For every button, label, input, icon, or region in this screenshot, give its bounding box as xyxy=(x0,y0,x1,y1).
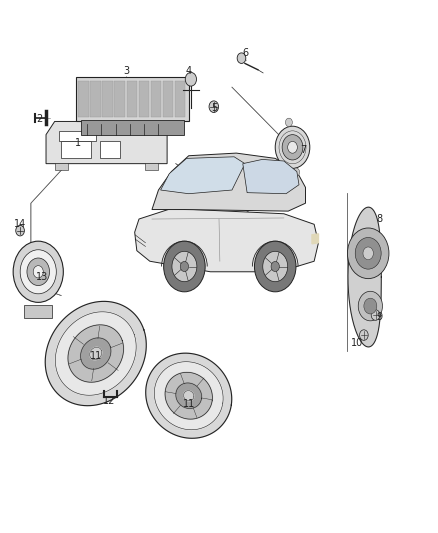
Circle shape xyxy=(360,330,368,341)
Bar xyxy=(127,81,137,117)
Circle shape xyxy=(347,228,389,279)
Bar xyxy=(162,81,173,117)
Circle shape xyxy=(33,265,43,278)
Polygon shape xyxy=(134,208,318,272)
Circle shape xyxy=(20,250,57,294)
Circle shape xyxy=(371,310,380,320)
Polygon shape xyxy=(312,234,318,244)
Bar xyxy=(175,81,185,117)
Circle shape xyxy=(237,53,246,63)
Bar xyxy=(59,131,96,141)
Polygon shape xyxy=(55,312,136,395)
Text: 11: 11 xyxy=(183,399,195,409)
Polygon shape xyxy=(68,325,124,382)
Text: 6: 6 xyxy=(242,48,248,58)
Text: 9: 9 xyxy=(376,312,382,321)
Circle shape xyxy=(293,168,300,176)
Bar xyxy=(114,81,125,117)
Circle shape xyxy=(358,292,382,321)
Circle shape xyxy=(164,241,205,292)
Polygon shape xyxy=(45,301,146,406)
Polygon shape xyxy=(165,373,212,419)
Polygon shape xyxy=(161,157,245,193)
Bar xyxy=(138,81,149,117)
Circle shape xyxy=(185,72,197,86)
Circle shape xyxy=(286,118,293,126)
Polygon shape xyxy=(152,153,305,211)
Circle shape xyxy=(209,101,219,112)
Bar xyxy=(151,81,161,117)
Circle shape xyxy=(263,252,288,281)
Circle shape xyxy=(271,262,279,271)
Polygon shape xyxy=(176,383,201,408)
Circle shape xyxy=(13,241,64,302)
Polygon shape xyxy=(46,122,167,164)
Polygon shape xyxy=(348,207,381,347)
Circle shape xyxy=(355,238,381,269)
Bar xyxy=(25,305,52,318)
Circle shape xyxy=(254,241,296,292)
Polygon shape xyxy=(184,391,194,401)
Circle shape xyxy=(275,126,310,168)
Polygon shape xyxy=(154,362,223,430)
Circle shape xyxy=(16,225,25,236)
Circle shape xyxy=(172,252,197,281)
Text: 14: 14 xyxy=(14,219,26,229)
Text: 12: 12 xyxy=(102,396,115,406)
Text: 5: 5 xyxy=(212,103,218,114)
Polygon shape xyxy=(81,338,111,369)
Polygon shape xyxy=(146,353,232,438)
Text: 11: 11 xyxy=(90,351,102,361)
Text: 13: 13 xyxy=(35,272,48,282)
Text: 1: 1 xyxy=(75,138,81,148)
Text: 4: 4 xyxy=(186,66,192,76)
Text: 2: 2 xyxy=(36,114,42,124)
Circle shape xyxy=(288,141,297,153)
Circle shape xyxy=(364,298,377,314)
Circle shape xyxy=(180,262,188,271)
Text: 7: 7 xyxy=(300,146,307,156)
Bar xyxy=(91,81,101,117)
Text: 8: 8 xyxy=(376,214,382,224)
Text: 10: 10 xyxy=(351,338,364,348)
Bar xyxy=(76,77,189,122)
Bar xyxy=(100,141,120,158)
Circle shape xyxy=(282,135,303,160)
Bar xyxy=(102,81,113,117)
Text: 3: 3 xyxy=(123,66,129,76)
Circle shape xyxy=(363,247,373,260)
Bar xyxy=(55,163,67,170)
Circle shape xyxy=(27,258,49,286)
Bar xyxy=(78,81,89,117)
Bar xyxy=(81,120,184,135)
Polygon shape xyxy=(90,348,102,360)
Bar xyxy=(61,141,92,158)
Polygon shape xyxy=(243,159,299,193)
Bar xyxy=(145,163,159,170)
